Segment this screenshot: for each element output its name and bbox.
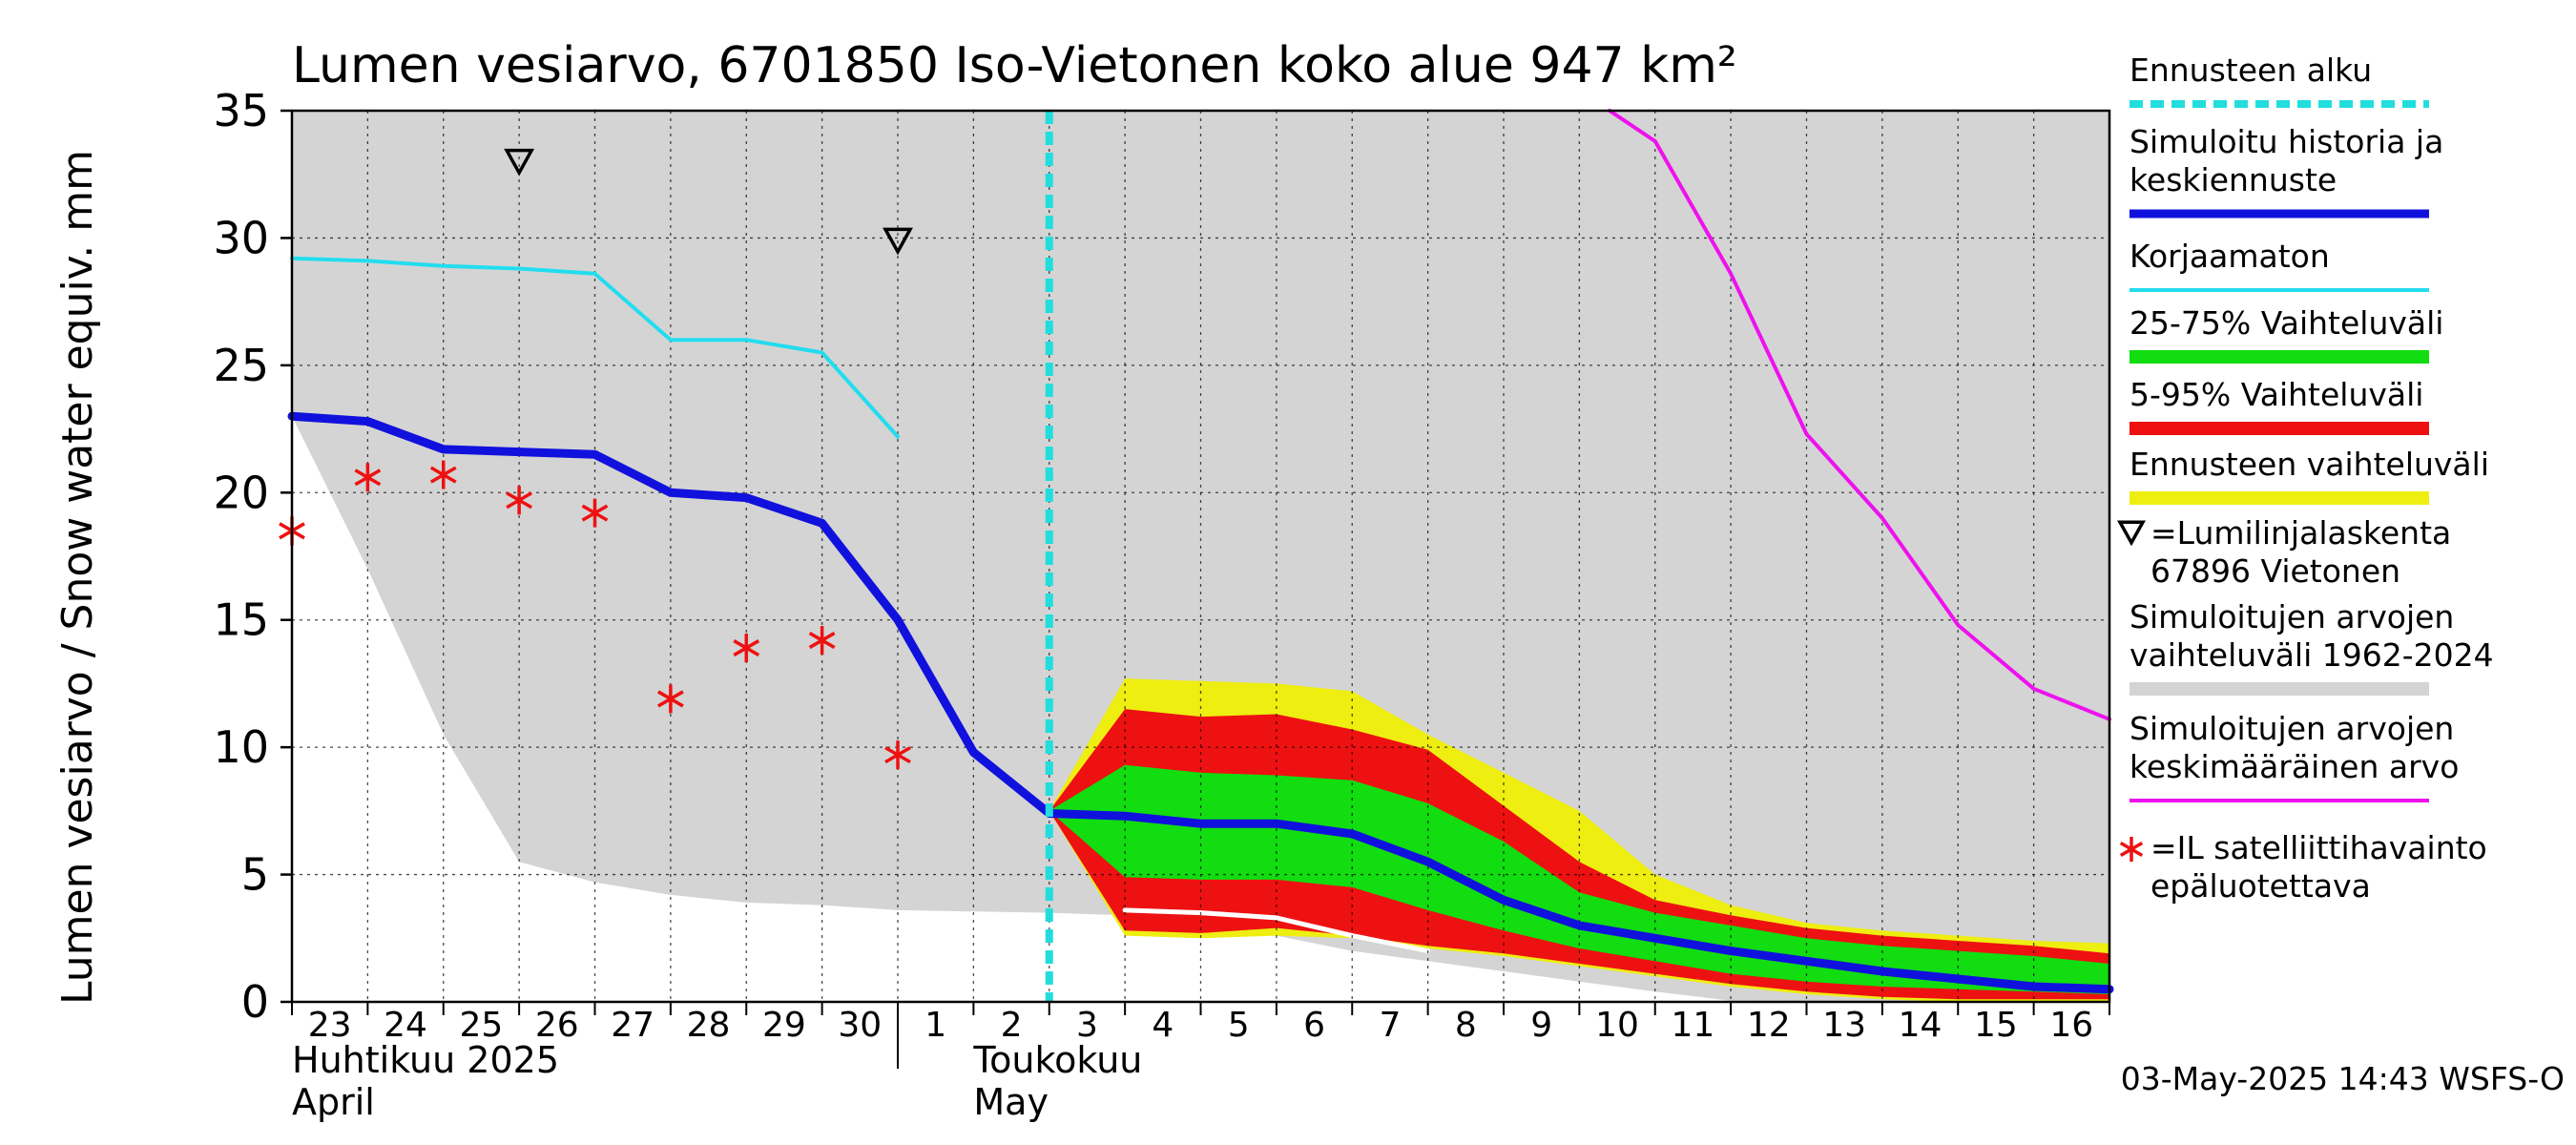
x-tick-label: 2 (1001, 1006, 1023, 1045)
legend-swatch (2129, 682, 2429, 696)
x-tick-label: 7 (1379, 1006, 1401, 1045)
y-axis-label: Lumen vesiarvo / Snow water equiv. mm (53, 150, 102, 1005)
legend-item-forecast_range: Ennusteen vaihteluväli (2129, 446, 2489, 505)
legend-label: keskiennuste (2129, 161, 2337, 198)
satellite-marker-stroke (354, 468, 382, 487)
uncorrected-line (290, 256, 900, 439)
legend-label: =Lumilinjalaskenta (2150, 514, 2451, 552)
legend-star-icon (2119, 837, 2144, 862)
satellite-marker (808, 626, 836, 656)
y-tick-label: 10 (213, 721, 269, 773)
month-label-en: May (973, 1081, 1049, 1123)
satellite-marker (354, 463, 382, 492)
y-tick-label: 15 (213, 594, 269, 646)
x-tick-label: 9 (1530, 1006, 1552, 1045)
x-tick-label: 12 (1747, 1006, 1791, 1045)
satellite-marker-stroke (657, 690, 684, 708)
satellite-marker (657, 684, 684, 714)
reference-line-white (1122, 907, 1431, 954)
satellite-marker (506, 486, 532, 515)
x-tick-label: 27 (611, 1006, 654, 1045)
satellite-marker (581, 498, 609, 528)
satellite-marker-stroke (884, 746, 911, 764)
satellite-marker (884, 740, 911, 770)
x-tick-label: 26 (535, 1006, 579, 1045)
x-tick-label: 24 (384, 1006, 427, 1045)
x-tick-label: 10 (1595, 1006, 1639, 1045)
x-tick-label: 25 (460, 1006, 504, 1045)
x-tick-label: 6 (1303, 1006, 1325, 1045)
p25-75-band (1049, 764, 2109, 994)
legend-label: vaihteluväli 1962-2024 (2129, 636, 2494, 674)
legend-label: 5-95% Vaihteluväli (2129, 376, 2423, 413)
simulated-line (287, 411, 2114, 994)
x-tick-label: 8 (1455, 1006, 1477, 1045)
x-tick-label: 13 (1822, 1006, 1866, 1045)
legend-item-uncorrected: Korjaamaton (2129, 238, 2429, 292)
legend-label: 25-75% Vaihteluväli (2129, 304, 2443, 342)
legend-item-forecast_start: Ennusteen alku (2129, 52, 2429, 108)
legend-label: Ennusteen vaihteluväli (2129, 446, 2489, 483)
x-tick-label: 4 (1152, 1006, 1174, 1045)
legend-label: Simuloitujen arvojen (2129, 710, 2454, 747)
x-tick-label: 16 (2049, 1006, 2093, 1045)
legend-item-p25_75: 25-75% Vaihteluväli (2129, 304, 2443, 364)
legend-label: 67896 Vietonen (2150, 552, 2400, 590)
x-tick-label: 1 (924, 1006, 946, 1045)
chart-title: Lumen vesiarvo, 6701850 Iso-Vietonen kok… (292, 37, 1737, 94)
x-tick-label: 15 (1974, 1006, 2018, 1045)
satellite-marker (429, 460, 457, 489)
y-tick-label: 5 (241, 849, 269, 901)
snow-course-marker (504, 148, 535, 177)
x-tick-label: 11 (1672, 1006, 1715, 1045)
x-tick-label: 30 (838, 1006, 882, 1045)
legend-label: Ennusteen alku (2129, 52, 2372, 89)
legend-triangle-icon (2117, 520, 2146, 547)
legend-label: Simuloitujen arvojen (2129, 598, 2454, 635)
legend-swatch (2129, 422, 2429, 435)
month-label-en: April (292, 1081, 375, 1123)
x-tick-label: 28 (687, 1006, 731, 1045)
legend-star-icon-stroke (2119, 841, 2144, 858)
month-label-fi: Huhtikuu 2025 (292, 1039, 559, 1081)
legend-label: Korjaamaton (2129, 238, 2330, 275)
legend-label: Simuloitu historia ja (2129, 123, 2443, 160)
snow-course-marker (883, 227, 913, 256)
footer-timestamp: 03-May-2025 14:43 WSFS-O (2121, 1060, 2565, 1097)
legend-swatch (2129, 350, 2429, 364)
x-tick-label: 29 (762, 1006, 806, 1045)
legend-item-p5_95: 5-95% Vaihteluväli (2129, 376, 2429, 435)
y-tick-label: 35 (213, 85, 269, 136)
x-tick-label: 23 (308, 1006, 352, 1045)
y-tick-label: 0 (241, 976, 269, 1028)
satellite-marker-stroke (581, 504, 609, 522)
legend-label: keskimääräinen arvo (2129, 748, 2459, 785)
sim-mean-line (1608, 109, 2111, 721)
satellite-marker (733, 634, 760, 663)
satellite-marker-stroke (429, 466, 457, 484)
y-tick-label: 30 (213, 212, 269, 263)
satellite-marker-stroke (733, 639, 760, 657)
x-tick-label: 5 (1228, 1006, 1250, 1045)
y-tick-label: 20 (213, 467, 269, 518)
y-tick-label: 25 (213, 340, 269, 391)
month-label-fi: Toukokuu (972, 1039, 1142, 1081)
x-tick-label: 14 (1899, 1006, 1942, 1045)
satellite-marker-stroke (808, 632, 836, 650)
legend-label: epäluotettava (2150, 867, 2371, 905)
legend-label: =IL satelliittihavainto (2150, 829, 2487, 866)
x-tick-label: 3 (1076, 1006, 1098, 1045)
satellite-marker-stroke (506, 491, 532, 510)
legend-swatch (2129, 491, 2429, 505)
